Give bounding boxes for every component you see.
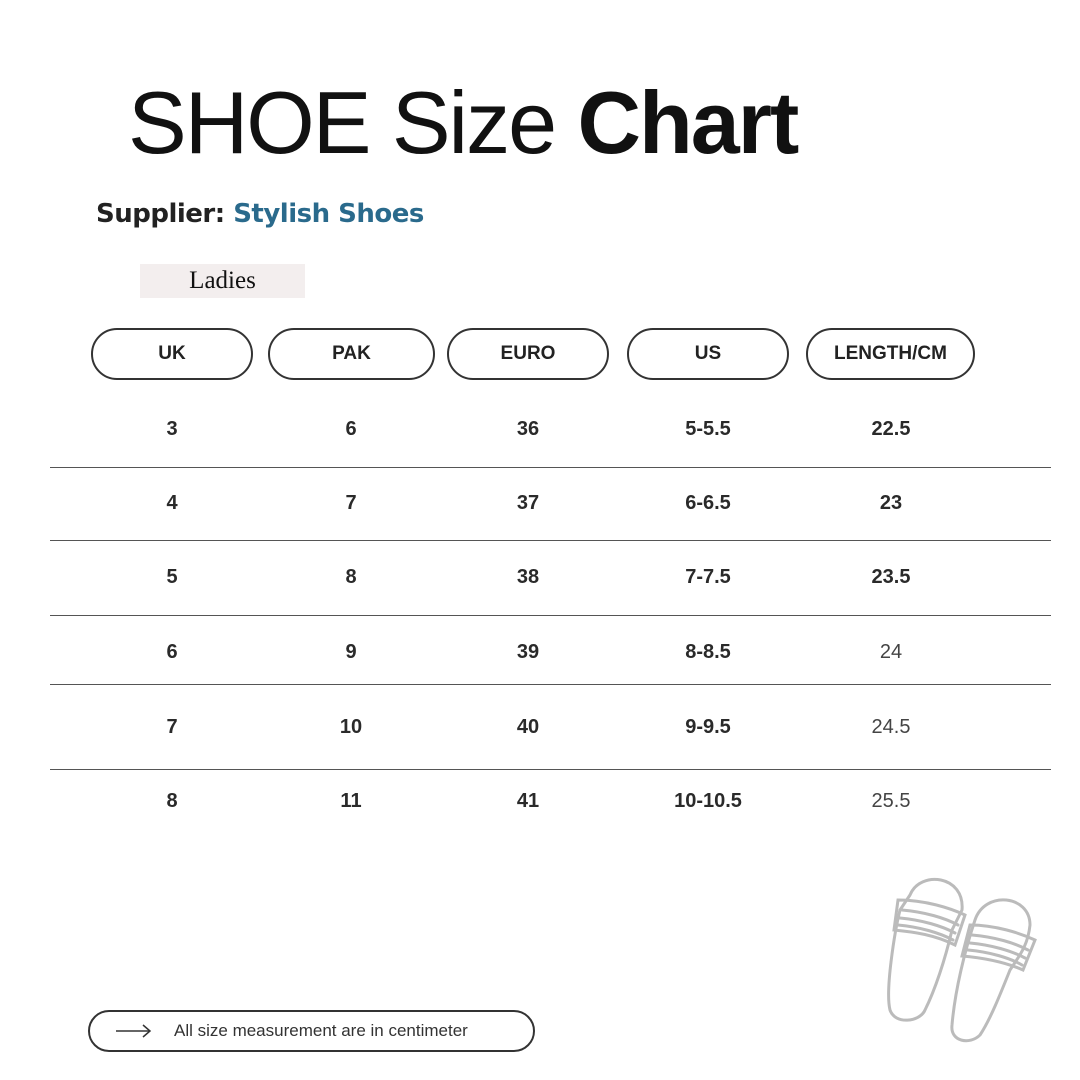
slides-sandals-icon [887,878,1037,1043]
cell-us: 9-9.5 [685,716,731,738]
cell-uk: 4 [166,492,178,514]
cell-euro: 39 [516,641,540,663]
row-divider [50,540,1051,541]
page-title: SHOE Size Chart [128,73,799,172]
cell-us: 10-10.5 [674,790,742,812]
category-label: Ladies [140,264,305,298]
cell-uk: 8 [166,790,178,812]
cell-length: 25.5 [871,790,911,812]
cell-length: 24 [879,641,903,663]
footer-note-text: All size measurement are in centimeter [174,1021,468,1040]
cell-length: 24.5 [871,716,911,738]
cell-length: 23.5 [871,566,911,588]
row-divider [50,467,1051,468]
row-divider [50,615,1051,616]
cell-euro: 37 [516,492,540,514]
cell-uk: 6 [166,641,178,663]
cell-pak: 8 [345,566,357,588]
column-header-us: US [627,328,789,380]
cell-euro: 41 [516,790,540,812]
row-divider [50,769,1051,770]
cell-euro: 36 [516,418,540,440]
arrow-right-icon [116,1024,152,1038]
supplier-line: Supplier: Stylish Shoes [96,199,424,229]
supplier-label: Supplier: [96,199,234,229]
column-header-length: LENGTH/CM [806,328,975,380]
cell-euro: 40 [516,716,540,738]
supplier-name: Stylish Shoes [233,199,424,229]
cell-length: 22.5 [871,418,911,440]
cell-length: 23 [879,492,903,514]
cell-us: 6-6.5 [685,492,731,514]
cell-us: 5-5.5 [685,418,731,440]
cell-pak: 7 [345,492,357,514]
cell-us: 7-7.5 [685,566,731,588]
cell-pak: 11 [340,790,362,812]
cell-uk: 5 [166,566,178,588]
column-header-euro: EURO [447,328,609,380]
cell-pak: 9 [345,641,357,663]
cell-us: 8-8.5 [685,641,731,663]
footer-note: All size measurement are in centimeter [88,1010,535,1052]
cell-pak: 10 [339,716,363,738]
cell-pak: 6 [345,418,357,440]
cell-euro: 38 [516,566,540,588]
cell-uk: 3 [166,418,178,440]
column-header-uk: UK [91,328,253,380]
row-divider [50,684,1051,685]
column-header-pak: PAK [268,328,435,380]
cell-uk: 7 [166,716,178,738]
